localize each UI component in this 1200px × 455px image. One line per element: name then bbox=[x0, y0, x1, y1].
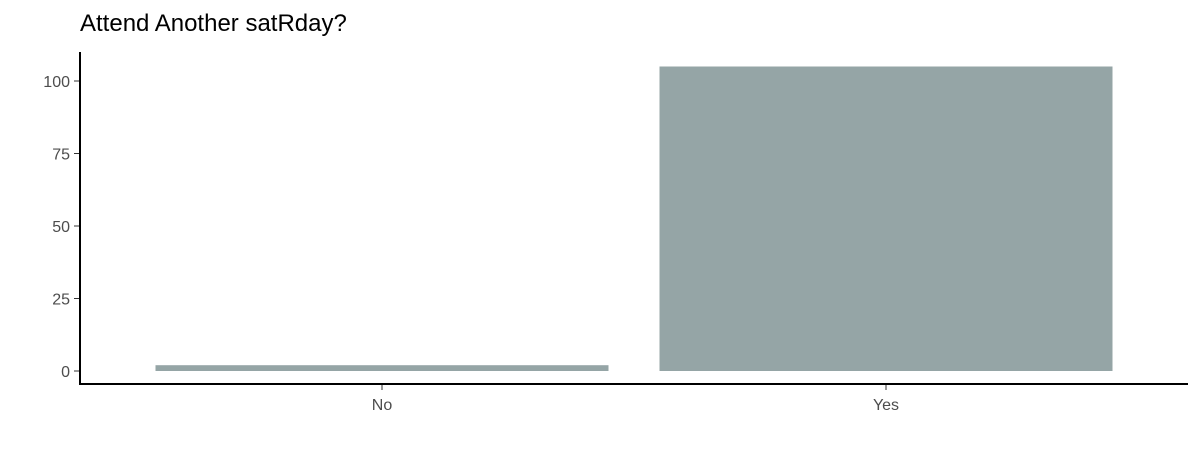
y-tick-label: 0 bbox=[61, 364, 70, 381]
y-tick-label: 50 bbox=[52, 219, 70, 236]
y-tick-label: 25 bbox=[52, 292, 70, 309]
bar-yes bbox=[659, 66, 1113, 371]
chart-title: Attend Another satRday? bbox=[80, 10, 347, 37]
y-tick-label: 100 bbox=[43, 74, 70, 91]
x-tick-label: Yes bbox=[873, 397, 899, 414]
y-tick-label: 75 bbox=[52, 147, 70, 164]
bar-no bbox=[155, 365, 609, 371]
x-tick-label: No bbox=[372, 397, 393, 414]
